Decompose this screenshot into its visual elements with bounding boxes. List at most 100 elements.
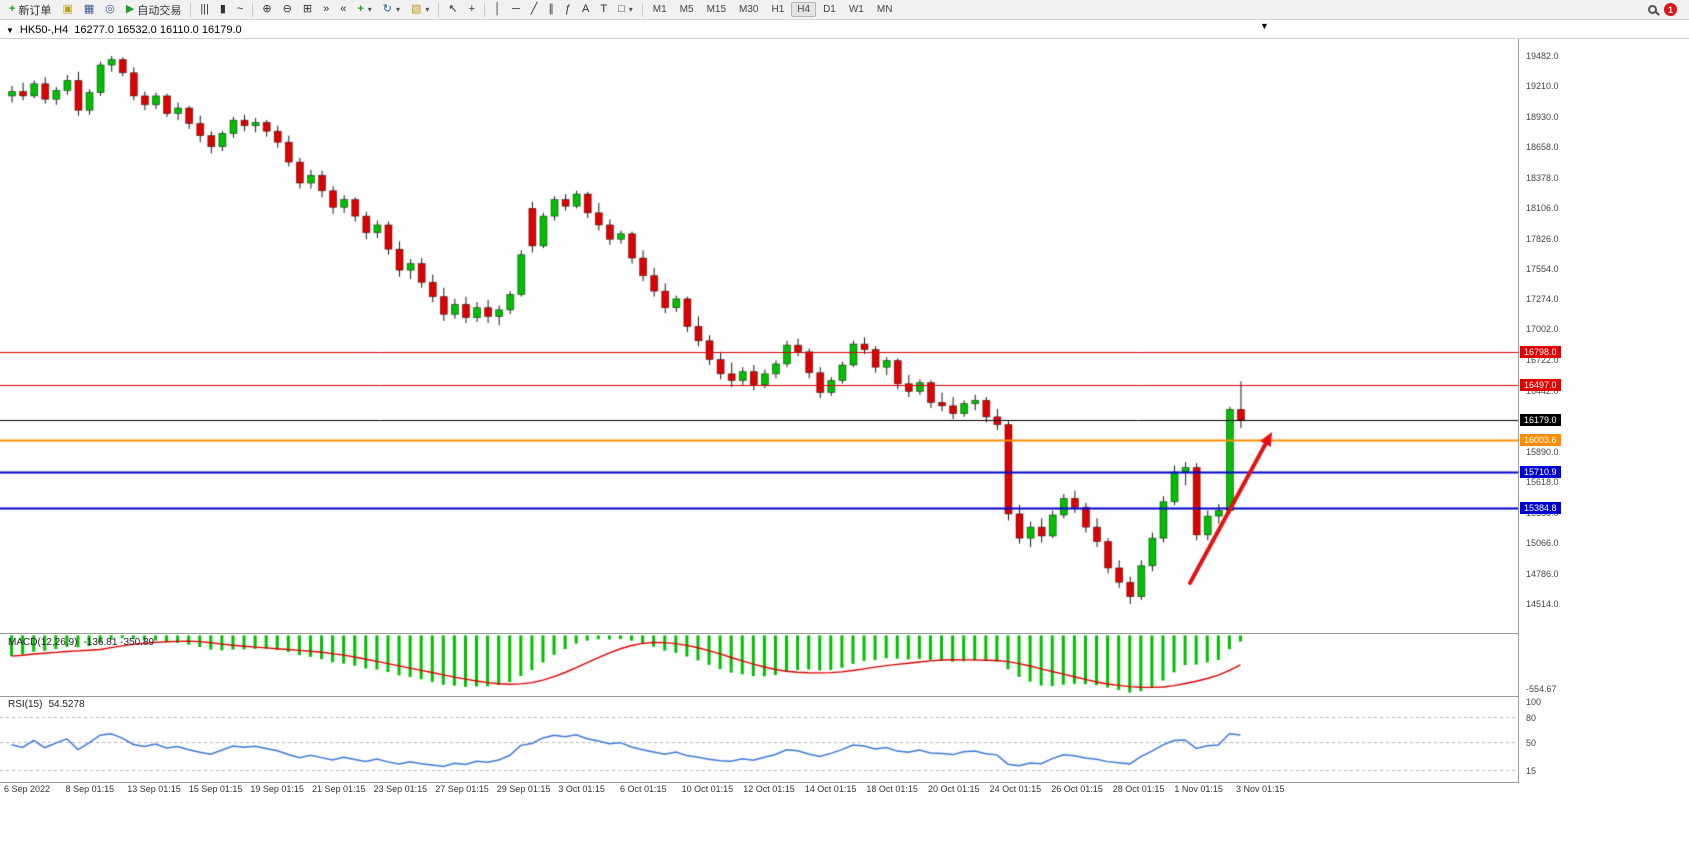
date-label: 27 Sep 01:15 bbox=[435, 784, 489, 794]
chart-shift-marker-icon[interactable]: ▼ bbox=[1260, 21, 1269, 31]
price-axis-label: 19210.0 bbox=[1526, 80, 1559, 91]
candlestick-chart-icon: ▮ bbox=[219, 3, 226, 15]
date-label: 29 Sep 01:15 bbox=[496, 784, 551, 794]
date-label: 14 Oct 01:15 bbox=[804, 784, 857, 794]
toolbar-right: 1 bbox=[1648, 3, 1685, 16]
data-window-button[interactable]: ▣ bbox=[57, 1, 77, 18]
template-button[interactable]: ▧ ▾ bbox=[406, 1, 434, 18]
auto-trading-label: 自动交易 bbox=[137, 4, 182, 17]
toolbar-separator bbox=[190, 2, 192, 17]
rsi-axis-label: 50 bbox=[1526, 737, 1537, 748]
date-label: 6 Sep 2022 bbox=[4, 784, 51, 794]
macd-panel-label: MACD(12,26,9) -136.81 -350.89 bbox=[8, 637, 154, 648]
chart-ohlc-values: 16277.0 16532.0 16110.0 16179.0 bbox=[74, 24, 242, 36]
auto-scroll-button[interactable]: » bbox=[318, 1, 334, 18]
template-icon: ▧ bbox=[411, 3, 422, 15]
indicators-button[interactable]: + ▾ bbox=[352, 1, 376, 18]
timeframe-h1[interactable]: H1 bbox=[771, 4, 785, 15]
zoom-in-icon: ⊕ bbox=[262, 3, 272, 15]
channel-tool-button[interactable]: ∥ bbox=[543, 1, 559, 18]
price-axis-label: 19482.0 bbox=[1526, 50, 1559, 61]
date-label: 19 Sep 01:15 bbox=[250, 784, 304, 794]
date-label: 13 Sep 01:15 bbox=[127, 784, 181, 794]
timeframe-m15[interactable]: M15 bbox=[706, 4, 727, 15]
auto-trading-button[interactable]: ▶ 自动交易 bbox=[121, 1, 186, 18]
chart-collapse-icon[interactable]: ▼ bbox=[6, 25, 14, 35]
zoom-out-button[interactable]: ⊖ bbox=[278, 1, 297, 18]
vertical-line-tool-button[interactable]: │ bbox=[489, 1, 506, 18]
panel-divider bbox=[0, 782, 1518, 783]
date-label: 23 Sep 01:15 bbox=[373, 784, 428, 794]
line-chart-icon: ~ bbox=[236, 3, 244, 15]
timeframe-m5[interactable]: M5 bbox=[679, 4, 694, 15]
date-label: 1 Nov 01:15 bbox=[1174, 784, 1223, 794]
trendline-tool-button[interactable]: ╱ bbox=[526, 1, 543, 18]
horizontal-line-tool-button[interactable]: ─ bbox=[507, 1, 525, 18]
panel-divider bbox=[0, 633, 1518, 634]
navigator-button[interactable]: ◎ bbox=[100, 1, 120, 18]
price-axis-label: 15066.0 bbox=[1526, 538, 1559, 548]
shapes-tool-button[interactable]: □ ▾ bbox=[613, 1, 638, 18]
tile-windows-icon: ⊞ bbox=[302, 3, 313, 15]
main-chart-canvas[interactable] bbox=[0, 39, 1518, 634]
notification-badge[interactable]: 1 bbox=[1664, 3, 1677, 16]
candlestick-chart-button[interactable]: ▮ bbox=[215, 1, 231, 18]
timeframe-d1[interactable]: D1 bbox=[823, 4, 836, 15]
price-axis-border bbox=[1518, 39, 1519, 783]
text-tool-button[interactable]: A bbox=[577, 1, 594, 18]
market-watch-button[interactable]: ▦ bbox=[79, 1, 99, 18]
cursor-tool-button[interactable]: ↖ bbox=[443, 1, 462, 18]
tile-windows-button[interactable]: ⊞ bbox=[298, 1, 317, 18]
timeframe-h4[interactable]: H4 bbox=[791, 2, 817, 17]
new-order-plus-icon: + bbox=[9, 3, 16, 15]
chart-shift-button[interactable]: « bbox=[335, 1, 351, 18]
rsi-name: RSI(15) bbox=[8, 699, 43, 710]
rsi-panel-canvas[interactable] bbox=[0, 697, 1518, 782]
crosshair-icon: + bbox=[468, 3, 476, 15]
text-icon: A bbox=[582, 3, 590, 15]
zoom-out-icon: ⊖ bbox=[282, 3, 292, 15]
market-watch-icon: ▦ bbox=[83, 3, 95, 15]
timeframe-m1[interactable]: M1 bbox=[652, 4, 667, 15]
bar-chart-button[interactable]: ||| bbox=[195, 1, 214, 18]
date-label: 3 Nov 01:15 bbox=[1236, 784, 1285, 794]
crosshair-tool-button[interactable]: + bbox=[464, 1, 480, 18]
rsi-axis-label: 100 bbox=[1526, 697, 1542, 708]
date-label: 26 Oct 01:15 bbox=[1051, 784, 1103, 794]
toolbar-separator bbox=[438, 2, 440, 17]
macd-values: -136.81 -350.89 bbox=[83, 637, 155, 648]
level-price-tag: 16798.0 bbox=[1520, 345, 1561, 358]
auto-scroll-icon: » bbox=[323, 3, 330, 15]
date-label: 18 Oct 01:15 bbox=[866, 784, 918, 794]
macd-panel-canvas[interactable] bbox=[0, 634, 1518, 696]
zoom-in-button[interactable]: ⊕ bbox=[257, 1, 276, 18]
timeframe-m30[interactable]: M30 bbox=[739, 4, 759, 15]
new-order-button[interactable]: + 新订单 bbox=[4, 1, 56, 18]
period-cycle-button[interactable]: ↻ ▾ bbox=[378, 1, 405, 18]
line-chart-button[interactable]: ~ bbox=[232, 1, 248, 18]
rsi-axis-label: 15 bbox=[1526, 765, 1537, 776]
date-label: 21 Sep 01:15 bbox=[312, 784, 366, 794]
price-axis-label: 17554.0 bbox=[1526, 263, 1559, 274]
price-axis-label: 18658.0 bbox=[1526, 141, 1559, 152]
horizontal-line-icon: ─ bbox=[511, 3, 520, 15]
date-axis: 6 Sep 2022 8 Sep 01:15 13 Sep 01:15 15 Sep … bbox=[0, 784, 1518, 797]
trendline-icon: ╱ bbox=[530, 3, 538, 15]
date-label: 28 Oct 01:15 bbox=[1112, 784, 1165, 794]
data-window-icon: ▣ bbox=[62, 3, 73, 15]
label-tool-button[interactable]: T bbox=[595, 1, 612, 18]
indicators-add-icon: + bbox=[357, 3, 364, 15]
search-icon[interactable] bbox=[1648, 5, 1657, 14]
macd-name: MACD(12,26,9) bbox=[8, 637, 78, 648]
new-order-label: 新订单 bbox=[18, 4, 52, 17]
date-label: 8 Sep 01:15 bbox=[65, 784, 115, 794]
timeframe-w1[interactable]: W1 bbox=[848, 4, 864, 15]
date-label: 10 Oct 01:15 bbox=[681, 784, 734, 794]
navigator-icon: ◎ bbox=[105, 3, 115, 15]
timeframe-mn[interactable]: MN bbox=[876, 4, 893, 15]
rsi-panel-label: RSI(15) 54.5278 bbox=[8, 699, 85, 710]
fibonacci-tool-button[interactable]: ƒ bbox=[560, 1, 576, 18]
price-axis-label: 18930.0 bbox=[1526, 111, 1559, 122]
date-label: 12 Oct 01:15 bbox=[743, 784, 795, 794]
